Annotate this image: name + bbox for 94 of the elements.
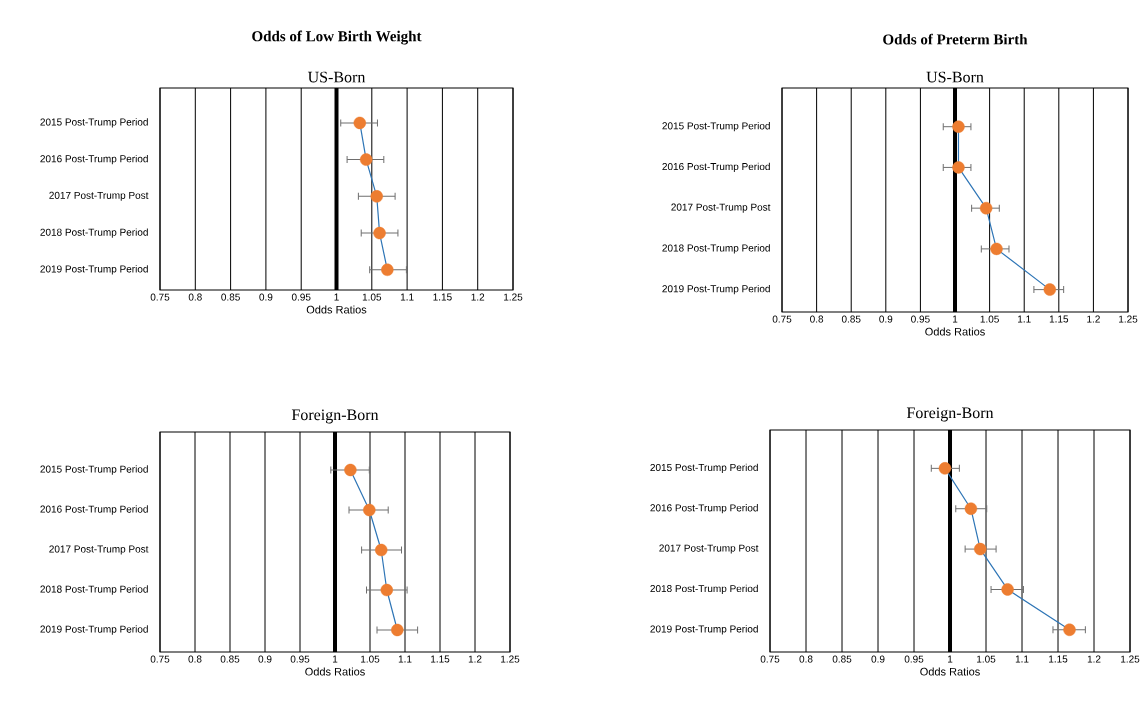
point [990,242,1003,256]
x-tick-label: 0.85 [841,315,861,323]
y-tick-label: 2017 Post-Trump Post [49,191,149,201]
x-tick-label: 1.2 [468,655,482,663]
y-tick-label: 2018 Post-Trump Period [40,585,148,595]
point [380,583,394,597]
x-axis-title: Odds Ratios [305,667,365,676]
x-axis-title: Odds Ratios [925,327,985,336]
x-tick-label: 0.75 [772,315,792,323]
x-tick-label: 0.8 [810,315,824,323]
x-tick-label: 1.1 [1015,655,1029,663]
x-tick-label: 0.8 [799,655,813,663]
point [952,161,965,174]
x-tick-label: 1.1 [1018,315,1031,323]
y-tick-label: 2016 Post-Trump Period [40,154,148,165]
x-tick-label: 0.8 [188,655,202,663]
y-tick-label: 2018 Post-Trump Period [662,244,770,254]
x-tick-label: 1.2 [471,293,485,301]
point [391,623,404,637]
y-tick-label: 2017 Post-Trump Post [659,544,759,554]
x-tick-label: 0.75 [150,293,170,301]
x-tick-label: 1.15 [1049,315,1069,323]
x-tick-label: 0.75 [150,655,170,663]
x-tick-label: 1.1 [398,655,412,663]
x-tick-label: 1 [334,293,339,301]
x-tick-label: 0.9 [879,315,893,323]
y-tick-label: 2018 Post-Trump Period [40,228,148,238]
x-tick-label: 0.95 [291,293,311,301]
chart-title: Foreign-Born [291,409,379,424]
point [344,463,357,477]
x-tick-label: 1 [953,315,958,323]
point [979,201,993,215]
x-tick-label: 0.85 [220,655,240,663]
y-tick-label: 2015 Post-Trump Period [40,465,148,475]
x-tick-label: 0.95 [911,315,930,323]
y-tick-label: 2016 Post-Trump Period [662,162,770,173]
x-tick-label: 0.8 [188,293,202,301]
y-tick-label: 2017 Post-Trump Post [49,545,149,555]
y-tick-label: 2019 Post-Trump Period [40,625,148,635]
y-tick-label: 2019 Post-Trump Period [662,284,770,295]
point [359,153,373,166]
point [1001,583,1014,596]
x-axis-title: Odds Ratios [920,667,980,676]
y-tick-label: 2017 Post-Trump Post [671,203,771,213]
x-tick-label: 1.15 [433,293,452,301]
x-tick-label: 1.05 [980,315,999,323]
x-tick-label: 1.25 [1119,315,1138,323]
x-tick-label: 0.9 [258,655,272,663]
point [964,502,978,515]
point [363,503,376,517]
chart-title: Foreign-Born [906,407,994,422]
x-axis-title: Odds Ratios [306,305,367,314]
point [974,542,987,556]
x-tick-label: 0.85 [832,655,852,663]
point [938,462,952,475]
chart-title: Odds of Preterm Birth [883,33,1028,45]
y-tick-label: 2019 Post-Trump Period [40,265,148,275]
point [353,116,366,130]
point [381,263,394,276]
x-tick-label: 1.05 [362,293,382,301]
y-tick-label: 2019 Post-Trump Period [650,625,758,635]
y-tick-label: 2015 Post-Trump Period [650,463,758,474]
chart-subtitle: US-Born [307,71,366,83]
point [373,226,386,240]
point [1063,623,1076,636]
chart-subtitle: US-Born [926,71,984,83]
y-tick-label: 2016 Post-Trump Period [40,505,148,515]
x-tick-label: 1.2 [1087,655,1101,663]
x-tick-label: 1 [948,655,953,663]
x-tick-label: 0.9 [871,655,885,663]
x-tick-label: 1.25 [501,655,520,663]
x-tick-label: 1.15 [1049,655,1068,663]
y-tick-label: 2018 Post-Trump Period [650,584,758,595]
x-tick-label: 0.9 [259,293,273,301]
x-tick-label: 0.75 [760,655,780,663]
x-tick-label: 0.85 [221,293,240,301]
x-tick-label: 1.15 [431,655,450,663]
y-tick-label: 2015 Post-Trump Period [662,122,770,132]
x-tick-label: 1.25 [1121,655,1140,663]
point [952,120,965,133]
point [370,190,383,203]
x-tick-label: 1.05 [977,655,996,663]
x-tick-label: 1.25 [504,293,523,301]
y-tick-label: 2016 Post-Trump Period [650,504,758,514]
chart-title: Odds of Low Birth Weight [252,30,422,45]
x-tick-label: 0.95 [290,655,310,663]
point [375,543,388,557]
x-tick-label: 1.1 [400,293,414,301]
y-tick-label: 2015 Post-Trump Period [40,118,148,128]
x-tick-label: 1.05 [361,655,380,663]
point [1043,283,1057,296]
x-tick-label: 1.2 [1087,315,1100,323]
x-tick-label: 0.95 [904,655,924,663]
x-tick-label: 1 [332,655,338,663]
